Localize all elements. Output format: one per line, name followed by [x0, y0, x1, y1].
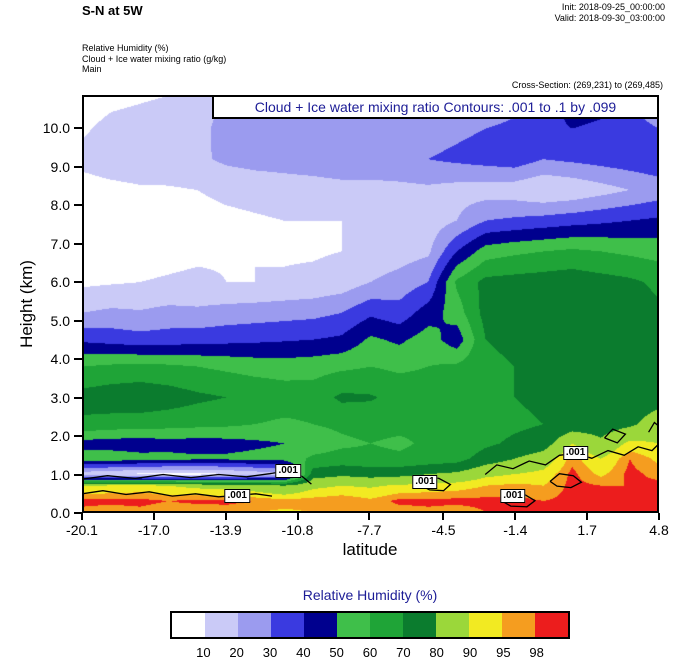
x-tick-label: -17.0 [137, 522, 170, 538]
contour-value-label: .001 [500, 488, 526, 503]
y-tick-mark [74, 165, 82, 168]
field-line-cloud: Cloud + Ice water mixing ratio (g/kg) [82, 53, 227, 64]
y-tick-label: 7.0 [50, 235, 70, 252]
colorbar-tick-label: 10 [196, 645, 211, 660]
colorbar-tick-label: 40 [296, 645, 311, 660]
x-tick-label: -4.5 [431, 522, 456, 538]
contour-value-label: .001 [224, 488, 250, 503]
x-tick-label: -20.1 [66, 522, 98, 538]
y-tick-label: 3.0 [50, 389, 70, 406]
colorbar-tick-label: 50 [329, 645, 344, 660]
colorbar-tick-label: 80 [429, 645, 444, 660]
y-tick-mark [74, 435, 82, 438]
y-tick-label: 10.0 [42, 120, 70, 137]
colorbar-segment [502, 613, 535, 637]
y-tick-label: 1.0 [50, 466, 70, 483]
y-tick-mark [74, 242, 82, 245]
cloud-mixing-ratio-contour [549, 473, 583, 489]
colorbar [170, 611, 570, 639]
colorbar-segment [205, 613, 238, 637]
colorbar-tick-label: 90 [462, 645, 478, 660]
x-tick-mark [296, 513, 299, 520]
rh-field-canvas [82, 95, 659, 513]
colorbar-segment [370, 613, 403, 637]
colorbar-segment [469, 613, 502, 637]
colorbar-tick-label: 20 [229, 645, 244, 660]
colorbar-tick-label: 98 [529, 645, 544, 660]
colorbar-labels: 10 20 30 40 50 60 70 80 90 95 98 [170, 645, 570, 661]
colorbar-tick-label: 60 [362, 645, 378, 660]
x-tick-label: -7.7 [357, 522, 382, 538]
colorbar-title: Relative Humidity (%) [302, 587, 438, 603]
x-tick-mark [514, 513, 517, 520]
x-tick-mark [81, 513, 83, 520]
y-tick-label: 0.0 [50, 505, 70, 521]
x-tick-mark [586, 513, 589, 520]
cloud-mixing-ratio-contour [648, 421, 659, 433]
colorbar-tick-label: 30 [262, 645, 278, 660]
y-tick-mark [74, 319, 82, 322]
x-tick-mark [368, 513, 371, 520]
contour-title-box: Cloud + Ice water mixing ratio Contours:… [212, 95, 659, 119]
cross-section-label: Cross-Section: (269,231) to (269,485) [511, 80, 663, 90]
contour-value-label: .001 [412, 475, 438, 490]
field-description: Relative Humidity (%) Cloud + Ice water … [82, 43, 226, 75]
model-times: Init: 2018-09-25_00:00:00 Valid: 2018-09… [555, 2, 665, 24]
y-tick-label: 9.0 [50, 158, 70, 175]
x-tick-label: -13.9 [209, 522, 242, 538]
x-tick-label: 1.7 [577, 522, 597, 538]
page-title: S-N at 5W [82, 3, 143, 18]
colorbar-segment [337, 613, 370, 637]
init-time: Init: 2018-09-25_00:00:00 [561, 2, 665, 12]
contour-value-label: .001 [562, 446, 589, 461]
x-tick-label: 4.8 [649, 522, 669, 538]
colorbar-tick-label: 95 [496, 645, 511, 660]
x-tick-mark [224, 513, 227, 520]
valid-time: Valid: 2018-09-30_03:00:00 [554, 13, 665, 23]
x-tick-label: -10.8 [281, 522, 314, 538]
colorbar-segment [271, 613, 304, 637]
colorbar-segment [172, 613, 205, 637]
y-tick-mark [74, 473, 82, 476]
y-tick-mark [74, 358, 82, 361]
colorbar-segment [304, 613, 337, 637]
contour-title-text: Cloud + Ice water mixing ratio Contours:… [254, 99, 617, 115]
y-tick-label: 2.0 [50, 428, 70, 445]
y-tick-label: 8.0 [50, 197, 70, 214]
y-tick-mark [74, 281, 82, 284]
y-tick-mark [74, 204, 82, 207]
colorbar-segment [436, 613, 469, 637]
plot-area: Cloud + Ice water mixing ratio Contours:… [82, 95, 659, 513]
y-tick-label: 4.0 [50, 351, 70, 368]
field-line-domain: Main [82, 64, 102, 74]
colorbar-tick-label: 70 [396, 645, 411, 660]
y-tick-label: 5.0 [50, 312, 70, 329]
field-line-rh: Relative Humidity (%) [82, 43, 169, 53]
y-tick-mark [74, 127, 82, 130]
y-tick-mark [74, 396, 82, 399]
colorbar-segment [238, 613, 271, 637]
x-tick-mark [152, 513, 155, 520]
x-tick-mark [442, 513, 445, 520]
contour-value-label: .001 [275, 463, 301, 478]
y-tick-label: 6.0 [50, 274, 70, 291]
colorbar-segment [403, 613, 436, 637]
cloud-mixing-ratio-contour [604, 428, 627, 444]
x-tick-mark [658, 513, 660, 520]
y-tick-mark [74, 512, 82, 514]
colorbar-segment [535, 613, 568, 637]
x-axis-title: latitude [342, 540, 398, 559]
x-tick-label: -1.4 [503, 522, 528, 538]
y-axis-title: Height (km) [17, 260, 36, 348]
